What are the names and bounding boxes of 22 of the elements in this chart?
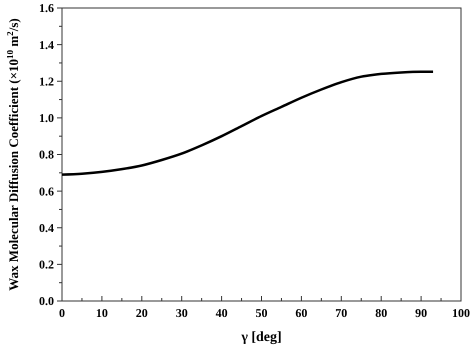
x-tick-label: 0 [59, 306, 65, 320]
x-tick-label: 40 [216, 306, 228, 320]
x-tick-label: 80 [375, 306, 388, 320]
x-tick-label: 50 [256, 306, 268, 320]
y-tick-label: 0.6 [39, 184, 54, 198]
x-tick-label: 10 [96, 306, 108, 320]
x-axis-title: γ [deg] [240, 330, 282, 345]
x-tick-label: 100 [452, 306, 470, 320]
x-tick-label: 90 [415, 306, 428, 320]
x-tick-label: 20 [136, 306, 148, 320]
y-tick-label: 1.2 [39, 74, 54, 88]
line-series [60, 70, 434, 176]
y-tick-label: 1.0 [39, 111, 54, 126]
y-tick-label: 1.4 [39, 38, 54, 52]
y-tick-label: 0.4 [39, 220, 54, 235]
x-tick-label: 60 [295, 306, 308, 320]
x-tick-label: 70 [335, 306, 348, 320]
y-tick-label: 0.8 [39, 148, 54, 162]
y-tick-label: 0.0 [39, 294, 54, 308]
y-tick-label: 0.2 [39, 258, 54, 272]
y-tick-label: 1.6 [39, 1, 54, 16]
x-tick-label: 30 [176, 306, 188, 320]
